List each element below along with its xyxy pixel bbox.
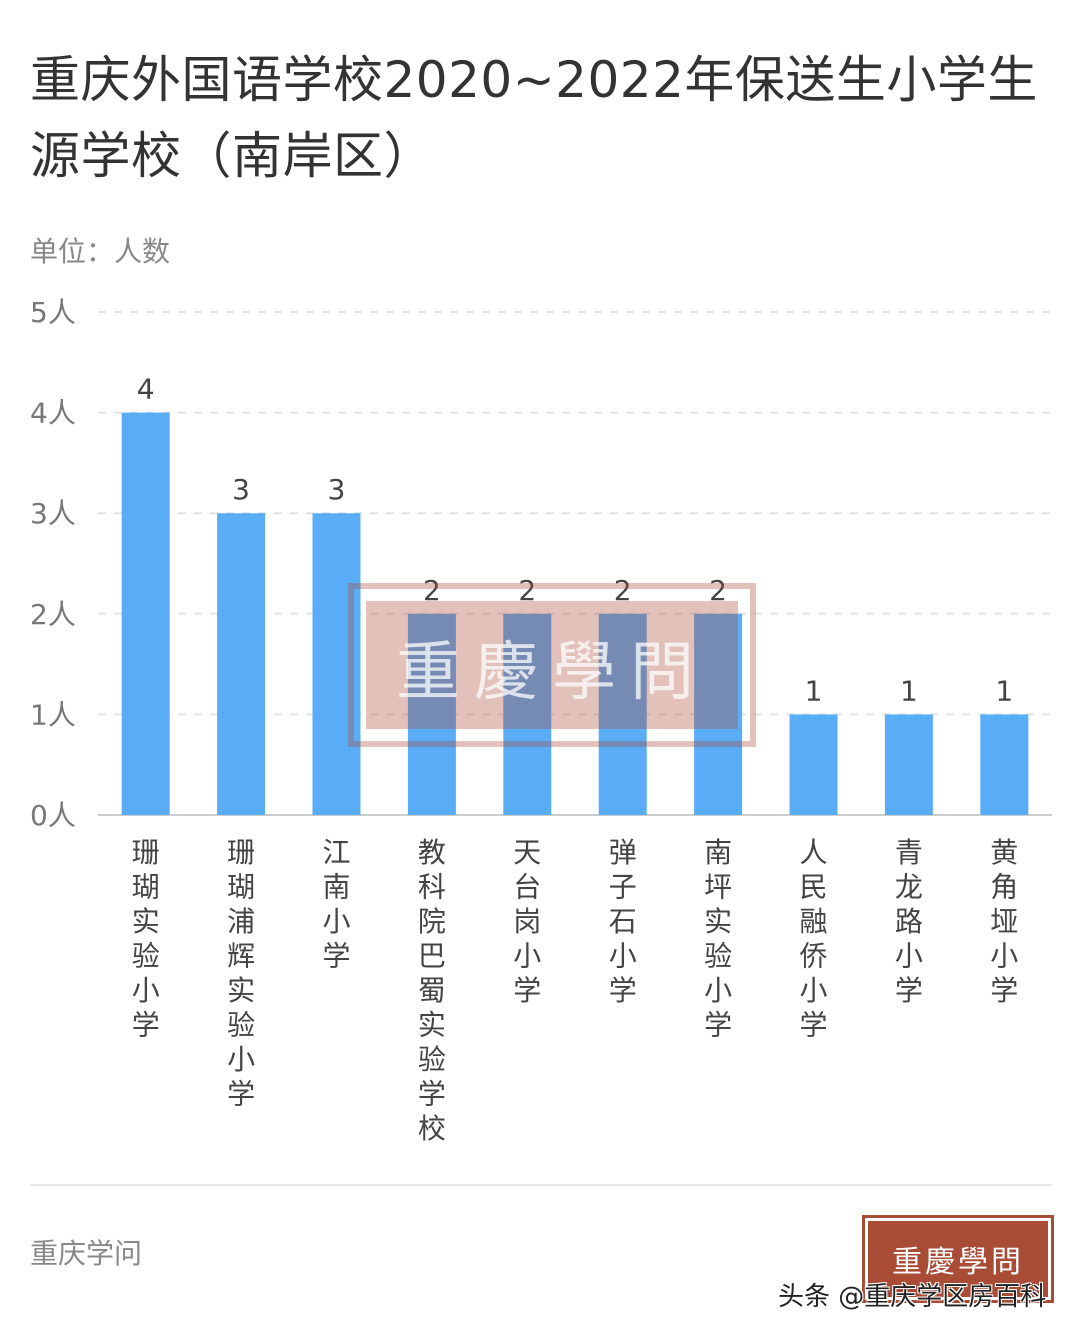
bar [121,412,170,815]
x-tick-label-char: 小 [799,974,827,1007]
y-tick-label: 2人 [30,598,76,631]
x-tick-label-char: 验 [704,940,732,973]
data-label: 2 [614,574,632,607]
source-label: 重庆学问 [30,1237,143,1270]
x-tick-label-char: 台 [513,871,541,904]
x-tick-label-char: 验 [227,1009,255,1042]
bar [312,513,361,815]
bar [694,613,743,815]
y-tick-label: 4人 [30,397,76,430]
x-tick-label-char: 巴 [418,940,446,973]
x-tick-label-char: 学 [227,1078,255,1111]
x-tick-label-char: 石 [609,905,637,938]
unit-label: 单位：人数 [30,235,171,268]
x-tick-label-char: 人 [799,836,827,869]
x-tick-label-char: 南 [322,871,350,904]
x-tick-label-char: 科 [418,871,446,904]
x-tick-label-char: 小 [227,1043,255,1076]
x-tick-label-char: 角 [990,871,1018,904]
watermark-text: 重慶學問 [396,636,708,710]
x-tick-label-char: 龙 [895,871,923,904]
data-label: 1 [900,674,918,707]
bar [407,613,456,815]
x-tick-label-char: 学 [609,974,637,1007]
data-label: 2 [709,574,727,607]
bar [884,714,933,815]
x-tick-label-char: 江 [322,836,350,869]
data-label: 1 [805,674,823,707]
x-tick-label-char: 黄 [990,836,1018,869]
credit-watermark: 头条 @重庆学区房百科 [778,1282,1047,1312]
x-tick-label-char: 实 [704,905,732,938]
x-tick-label-char: 校 [418,1112,446,1145]
x-tick-label-char: 学 [513,974,541,1007]
data-label: 2 [518,574,536,607]
x-tick-label-char: 实 [227,974,255,1007]
y-tick-label: 5人 [30,296,76,329]
x-tick-label-char: 蜀 [418,974,446,1007]
chart-title: 重庆外国语学校2020~2022年保送生小学生源学校（南岸区） [30,51,1038,185]
x-tick-label-char: 珊 [227,836,255,869]
bar [217,513,266,815]
x-tick-label-char: 学 [895,974,923,1007]
y-tick-label: 0人 [30,799,76,832]
x-tick-label-char: 学 [132,1009,160,1042]
x-tick-label-char: 院 [418,905,446,938]
x-tick-label-char: 瑚 [227,871,255,904]
x-tick-label-char: 小 [895,940,923,973]
x-tick-label-char: 小 [322,905,350,938]
x-tick-label-char: 学 [418,1078,446,1111]
data-label: 2 [423,574,441,607]
x-tick-label-char: 学 [990,974,1018,1007]
x-tick-label-char: 实 [132,905,160,938]
x-tick-label-char: 青 [895,836,923,869]
x-tick-label-char: 民 [799,871,827,904]
y-tick-label: 1人 [30,698,76,731]
x-tick-label-char: 教 [418,836,446,869]
x-tick-label-char: 小 [704,974,732,1007]
bar [980,714,1029,815]
x-tick-label-char: 侨 [799,940,827,973]
x-tick-label-char: 小 [513,940,541,973]
y-tick-label: 3人 [30,497,76,530]
x-tick-label-char: 子 [609,871,637,904]
x-tick-label-char: 辉 [227,940,255,973]
bar [503,613,552,815]
watermark-fill [366,601,738,729]
x-tick-label-char: 弹 [609,836,637,869]
divider [30,1184,1052,1186]
x-tick-label-char: 小 [132,974,160,1007]
x-tick-label-char: 珊 [132,836,160,869]
x-tick-label-char: 学 [704,1009,732,1042]
data-label: 1 [995,674,1013,707]
x-tick-label-char: 浦 [227,905,255,938]
x-tick-label-char: 天 [513,836,541,869]
bar-chart: 0人1人2人3人4人5人4珊瑚实验小学3珊瑚浦辉实验小学3江南小学2教科院巴蜀实… [30,296,1052,1145]
x-tick-label-char: 验 [132,940,160,973]
logo: 重慶學問 [862,1215,1054,1303]
x-tick-label-char: 垭 [990,905,1018,938]
x-tick-label-char: 坪 [704,871,732,904]
x-tick-label-char: 学 [799,1009,827,1042]
data-label: 3 [328,473,346,506]
bar [598,613,647,815]
x-tick-label-char: 瑚 [132,871,160,904]
bar [789,714,838,815]
data-label: 3 [232,473,250,506]
data-label: 4 [137,373,155,406]
x-tick-label-char: 实 [418,1009,446,1042]
x-tick-label-char: 学 [322,940,350,973]
watermark-frame [348,583,756,747]
x-tick-label-char: 融 [799,905,827,938]
x-tick-label-char: 路 [895,905,923,938]
x-tick-label-char: 小 [990,940,1018,973]
x-tick-label-char: 岗 [513,905,541,938]
x-tick-label-char: 南 [704,836,732,869]
x-tick-label-char: 小 [609,940,637,973]
x-tick-label-char: 验 [418,1043,446,1076]
